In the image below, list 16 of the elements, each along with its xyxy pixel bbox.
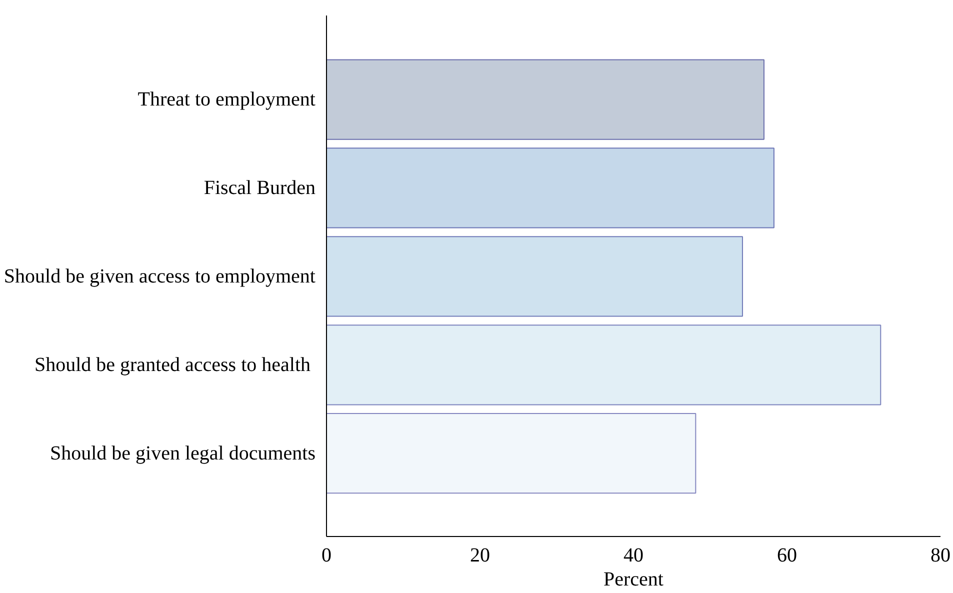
y-tick-label: Fiscal Burden (204, 176, 316, 199)
y-tick-label: Threat to employment (138, 88, 316, 111)
y-tick-label: Should be given access to employment (4, 265, 316, 288)
x-tick-label: 80 (930, 544, 950, 566)
bar (326, 413, 696, 494)
bar (326, 148, 774, 228)
x-tick-label: 0 (322, 544, 332, 566)
bar (326, 324, 882, 406)
bar (326, 59, 764, 140)
y-tick-label: Should be granted access to health (34, 354, 311, 376)
x-tick-label: 20 (470, 544, 490, 566)
bar (326, 236, 743, 317)
y-tick-label: Should be given legal documents (50, 442, 316, 464)
x-tick-label: 40 (624, 544, 644, 566)
x-axis-title: Percent (604, 568, 664, 590)
x-tick-label: 60 (777, 544, 797, 566)
